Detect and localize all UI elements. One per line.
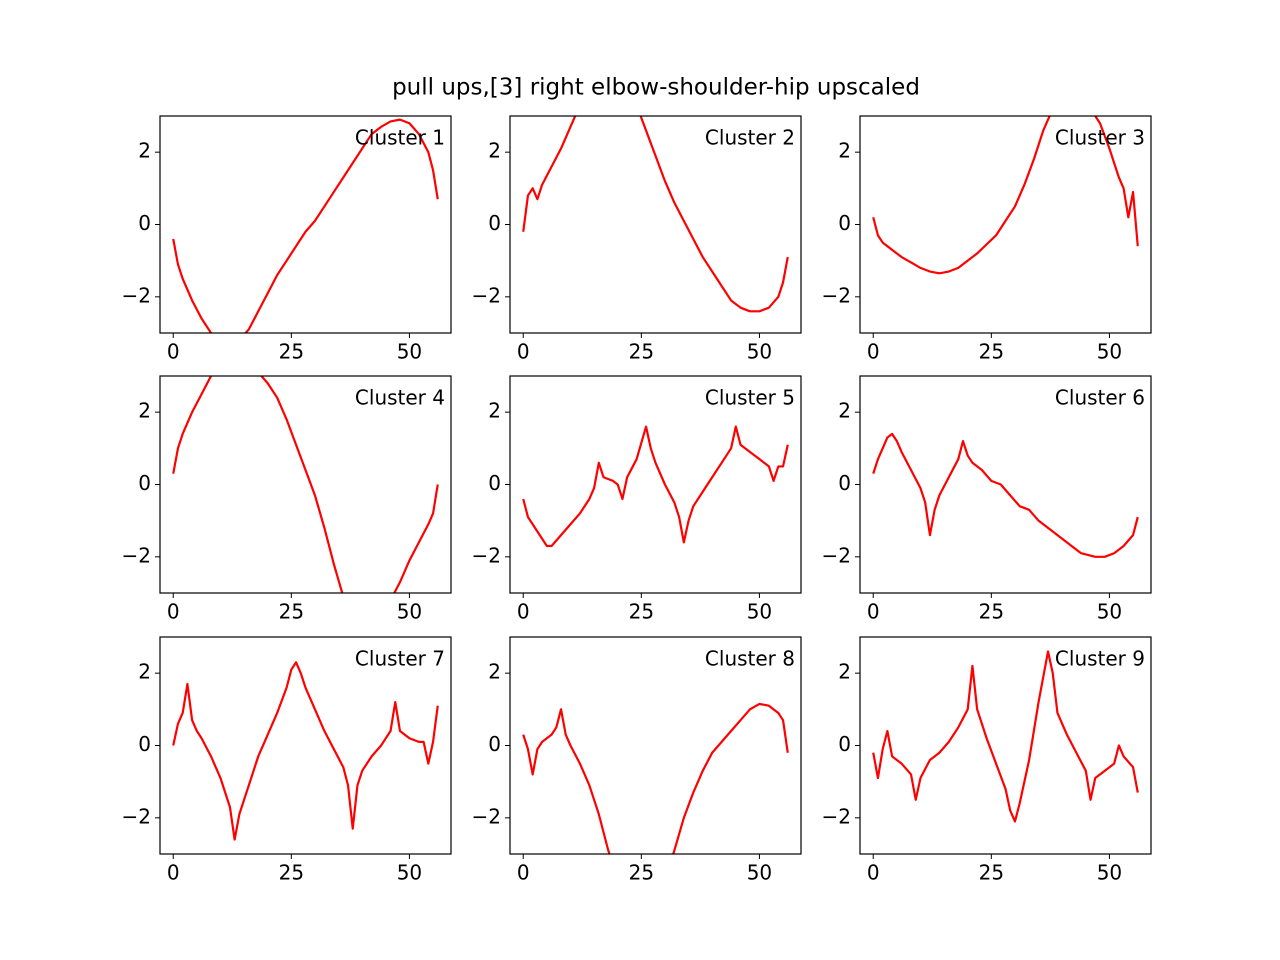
y-tick-label: 2	[838, 139, 851, 163]
plot-area	[172, 118, 439, 333]
y-tick-label: −2	[822, 283, 851, 307]
y-tick-label: −2	[472, 283, 501, 307]
x-tick-label: 50	[397, 340, 422, 364]
x-tick-label: 50	[397, 861, 422, 885]
y-tick-label: −2	[122, 804, 151, 828]
plot-area	[522, 116, 789, 313]
x-tick-label: 0	[517, 340, 530, 364]
cluster-label: Cluster 6	[1055, 386, 1145, 410]
y-tick-label: 2	[838, 660, 851, 684]
y-tick-label: 0	[488, 211, 501, 235]
cluster-label: Cluster 7	[355, 647, 445, 671]
y-tick-label: 0	[838, 471, 851, 495]
y-tick-label: −2	[472, 804, 501, 828]
plot-area	[172, 661, 439, 841]
plot-area	[522, 702, 789, 854]
y-tick-label: −2	[122, 283, 151, 307]
y-tick-label: 2	[488, 399, 501, 423]
x-tick-label: 50	[1097, 861, 1122, 885]
data-line	[522, 702, 789, 854]
y-tick-label: 0	[838, 732, 851, 756]
data-line	[872, 116, 1139, 275]
x-tick-label: 0	[867, 600, 880, 624]
data-line	[522, 425, 789, 548]
cluster-label: Cluster 8	[705, 647, 795, 671]
x-tick-label: 25	[279, 600, 304, 624]
x-tick-label: 50	[747, 861, 772, 885]
y-tick-label: 2	[488, 660, 501, 684]
x-tick-label: 0	[167, 861, 180, 885]
cluster-label: Cluster 2	[705, 126, 795, 150]
x-tick-label: 0	[167, 600, 180, 624]
y-tick-label: 2	[138, 139, 151, 163]
y-tick-label: 0	[838, 211, 851, 235]
y-tick-label: 0	[488, 471, 501, 495]
x-tick-label: 25	[979, 861, 1004, 885]
cluster-label: Cluster 4	[355, 386, 445, 410]
x-tick-label: 25	[279, 861, 304, 885]
x-tick-label: 25	[979, 340, 1004, 364]
y-tick-label: 0	[138, 211, 151, 235]
y-tick-label: 0	[488, 732, 501, 756]
x-tick-label: 0	[867, 340, 880, 364]
cluster-label: Cluster 5	[705, 386, 795, 410]
x-tick-label: 25	[629, 600, 654, 624]
y-tick-label: 2	[838, 399, 851, 423]
data-line	[172, 118, 439, 333]
plot-area	[522, 425, 789, 548]
x-tick-label: 0	[517, 861, 530, 885]
x-tick-label: 50	[747, 600, 772, 624]
plot-area	[872, 650, 1139, 823]
figure-title: pull ups,[3] right elbow-shoulder-hip up…	[392, 75, 920, 101]
y-tick-label: 0	[138, 471, 151, 495]
y-tick-label: 0	[138, 732, 151, 756]
y-tick-label: −2	[122, 543, 151, 567]
x-tick-label: 50	[397, 600, 422, 624]
data-line	[172, 376, 439, 593]
cluster-label: Cluster 9	[1055, 647, 1145, 671]
cluster-label: Cluster 3	[1055, 126, 1145, 150]
y-tick-label: 2	[488, 139, 501, 163]
y-tick-label: −2	[822, 543, 851, 567]
x-tick-label: 50	[1097, 600, 1122, 624]
cluster-label: Cluster 1	[355, 126, 445, 150]
y-tick-label: 2	[138, 660, 151, 684]
y-tick-label: −2	[822, 804, 851, 828]
data-line	[172, 661, 439, 841]
plot-area	[872, 432, 1139, 558]
x-tick-label: 25	[629, 340, 654, 364]
plot-area	[172, 376, 439, 593]
y-tick-label: −2	[472, 543, 501, 567]
data-line	[522, 116, 789, 313]
data-line	[872, 650, 1139, 823]
x-tick-label: 25	[279, 340, 304, 364]
y-tick-label: 2	[138, 399, 151, 423]
x-tick-label: 0	[867, 861, 880, 885]
plot-area	[872, 116, 1139, 275]
x-tick-label: 25	[979, 600, 1004, 624]
x-tick-label: 0	[517, 600, 530, 624]
data-line	[872, 432, 1139, 558]
x-tick-label: 25	[629, 861, 654, 885]
x-tick-label: 0	[167, 340, 180, 364]
x-tick-label: 50	[1097, 340, 1122, 364]
x-tick-label: 50	[747, 340, 772, 364]
